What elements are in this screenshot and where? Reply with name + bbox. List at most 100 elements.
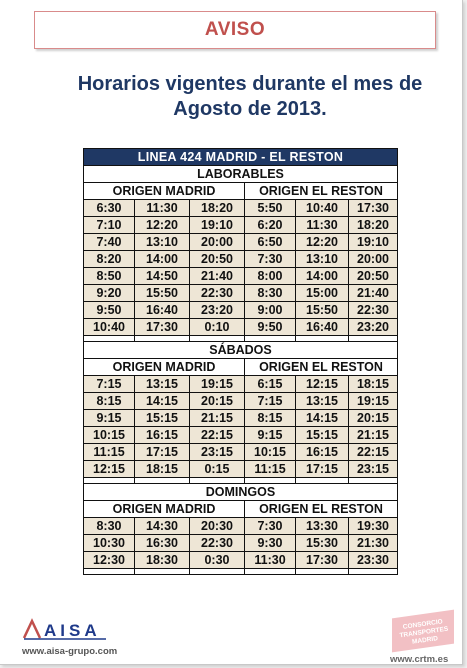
departure-el-reston: 13:15 [295,392,349,410]
aisa-website-link[interactable]: www.aisa-grupo.com [22,646,118,657]
departure-el-reston: 11:30 [295,216,349,234]
departure-el-reston: 12:15 [295,375,349,393]
departure-el-reston: 6:15 [244,375,296,393]
day-type-heading: DOMINGOS [83,483,398,501]
departure-madrid: 20:00 [189,233,245,251]
schedule-table: LINEA 424 MADRID - EL RESTON LABORABLES OR… [83,148,398,575]
departure-el-reston: 18:15 [348,375,398,393]
departure-el-reston: 7:30 [244,250,296,268]
schedule-row: 7:10 12:20 19:10 6:20 11:30 18:20 [83,216,398,234]
spacer-cell [134,568,190,575]
line-title-row: LINEA 424 MADRID - EL RESTON [83,148,398,166]
schedule-row: 6:30 11:30 18:20 5:50 10:40 17:30 [83,199,398,217]
departure-madrid: 20:50 [189,250,245,268]
spacer-cell [295,568,349,575]
departure-el-reston: 5:50 [244,199,296,217]
departure-madrid: 12:20 [134,216,190,234]
departure-el-reston: 21:15 [348,426,398,444]
departure-el-reston: 20:00 [348,250,398,268]
departure-madrid: 16:40 [134,301,190,319]
departure-madrid: 14:00 [134,250,190,268]
departure-madrid: 0:15 [189,460,245,478]
departure-el-reston: 10:15 [244,443,296,461]
origin-el-reston-header: ORIGEN EL RESTON [244,500,398,518]
departure-madrid: 9:50 [83,301,135,319]
departure-madrid: 18:30 [134,551,190,569]
departure-madrid: 16:15 [134,426,190,444]
departure-madrid: 11:15 [83,443,135,461]
departure-el-reston: 23:20 [348,318,398,336]
spacer-cell [244,568,296,575]
departure-el-reston: 21:30 [348,534,398,552]
departure-el-reston: 8:30 [244,284,296,302]
departure-madrid: 8:15 [83,392,135,410]
headline-line-1: Horarios vigentes durante el mes de [77,73,423,95]
departure-el-reston: 9:15 [244,426,296,444]
origin-header-row: ORIGEN MADRID ORIGEN EL RESTON [83,182,398,200]
departure-el-reston: 14:15 [295,409,349,427]
spacer-cell [189,568,245,575]
departure-madrid: 0:30 [189,551,245,569]
departure-madrid: 14:30 [134,517,190,535]
departure-madrid: 13:15 [134,375,190,393]
schedule-row: 9:20 15:50 22:30 8:30 15:00 21:40 [83,284,398,302]
spacer-row [83,335,398,342]
spacer-cell [348,568,398,575]
departure-el-reston: 6:20 [244,216,296,234]
departure-el-reston: 17:30 [295,551,349,569]
departure-madrid: 19:10 [189,216,245,234]
aisa-logo: AISA [22,618,108,640]
crtm-website-link[interactable]: www.crtm.es [390,654,449,665]
departure-madrid: 16:30 [134,534,190,552]
departure-el-reston: 23:15 [348,460,398,478]
origin-header-row: ORIGEN MADRID ORIGEN EL RESTON [83,500,398,518]
departure-madrid: 19:15 [189,375,245,393]
departure-el-reston: 20:50 [348,267,398,285]
origin-madrid-header: ORIGEN MADRID [83,358,245,376]
departure-el-reston: 18:20 [348,216,398,234]
departure-el-reston: 10:40 [295,199,349,217]
departure-madrid: 12:30 [83,551,135,569]
departure-madrid: 8:20 [83,250,135,268]
schedule-row: 12:30 18:30 0:30 11:30 17:30 23:30 [83,551,398,569]
departure-madrid: 14:50 [134,267,190,285]
origin-header-row: ORIGEN MADRID ORIGEN EL RESTON [83,358,398,376]
departure-madrid: 18:20 [189,199,245,217]
departure-el-reston: 12:20 [295,233,349,251]
departure-el-reston: 21:40 [348,284,398,302]
schedule-row: 8:50 14:50 21:40 8:00 14:00 20:50 [83,267,398,285]
departure-el-reston: 11:30 [244,551,296,569]
departure-el-reston: 15:30 [295,534,349,552]
departure-el-reston: 19:10 [348,233,398,251]
day-type-row: DOMINGOS [83,483,398,501]
departure-el-reston: 16:15 [295,443,349,461]
departure-madrid: 23:15 [189,443,245,461]
departure-el-reston: 13:10 [295,250,349,268]
departure-madrid: 15:15 [134,409,190,427]
schedule-row: 9:50 16:40 23:20 9:00 15:50 22:30 [83,301,398,319]
departure-el-reston: 6:50 [244,233,296,251]
notice-title: AVISO [204,19,266,40]
departure-el-reston: 19:30 [348,517,398,535]
departure-el-reston: 20:15 [348,409,398,427]
departure-madrid: 22:15 [189,426,245,444]
departure-el-reston: 19:15 [348,392,398,410]
departure-madrid: 17:30 [134,318,190,336]
notice-banner: AVISO [34,11,436,49]
departure-madrid: 7:15 [83,375,135,393]
schedule-row: 12:15 18:15 0:15 11:15 17:15 23:15 [83,460,398,478]
departure-el-reston: 22:30 [348,301,398,319]
departure-el-reston: 15:00 [295,284,349,302]
origin-el-reston-header: ORIGEN EL RESTON [244,358,398,376]
schedule-row: 7:15 13:15 19:15 6:15 12:15 18:15 [83,375,398,393]
departure-madrid: 22:30 [189,534,245,552]
departure-madrid: 12:15 [83,460,135,478]
departure-madrid: 6:30 [83,199,135,217]
schedule-row: 10:30 16:30 22:30 9:30 15:30 21:30 [83,534,398,552]
departure-el-reston: 15:50 [295,301,349,319]
departure-el-reston: 17:15 [295,460,349,478]
departure-el-reston: 8:00 [244,267,296,285]
departure-madrid: 9:20 [83,284,135,302]
departure-madrid: 23:20 [189,301,245,319]
